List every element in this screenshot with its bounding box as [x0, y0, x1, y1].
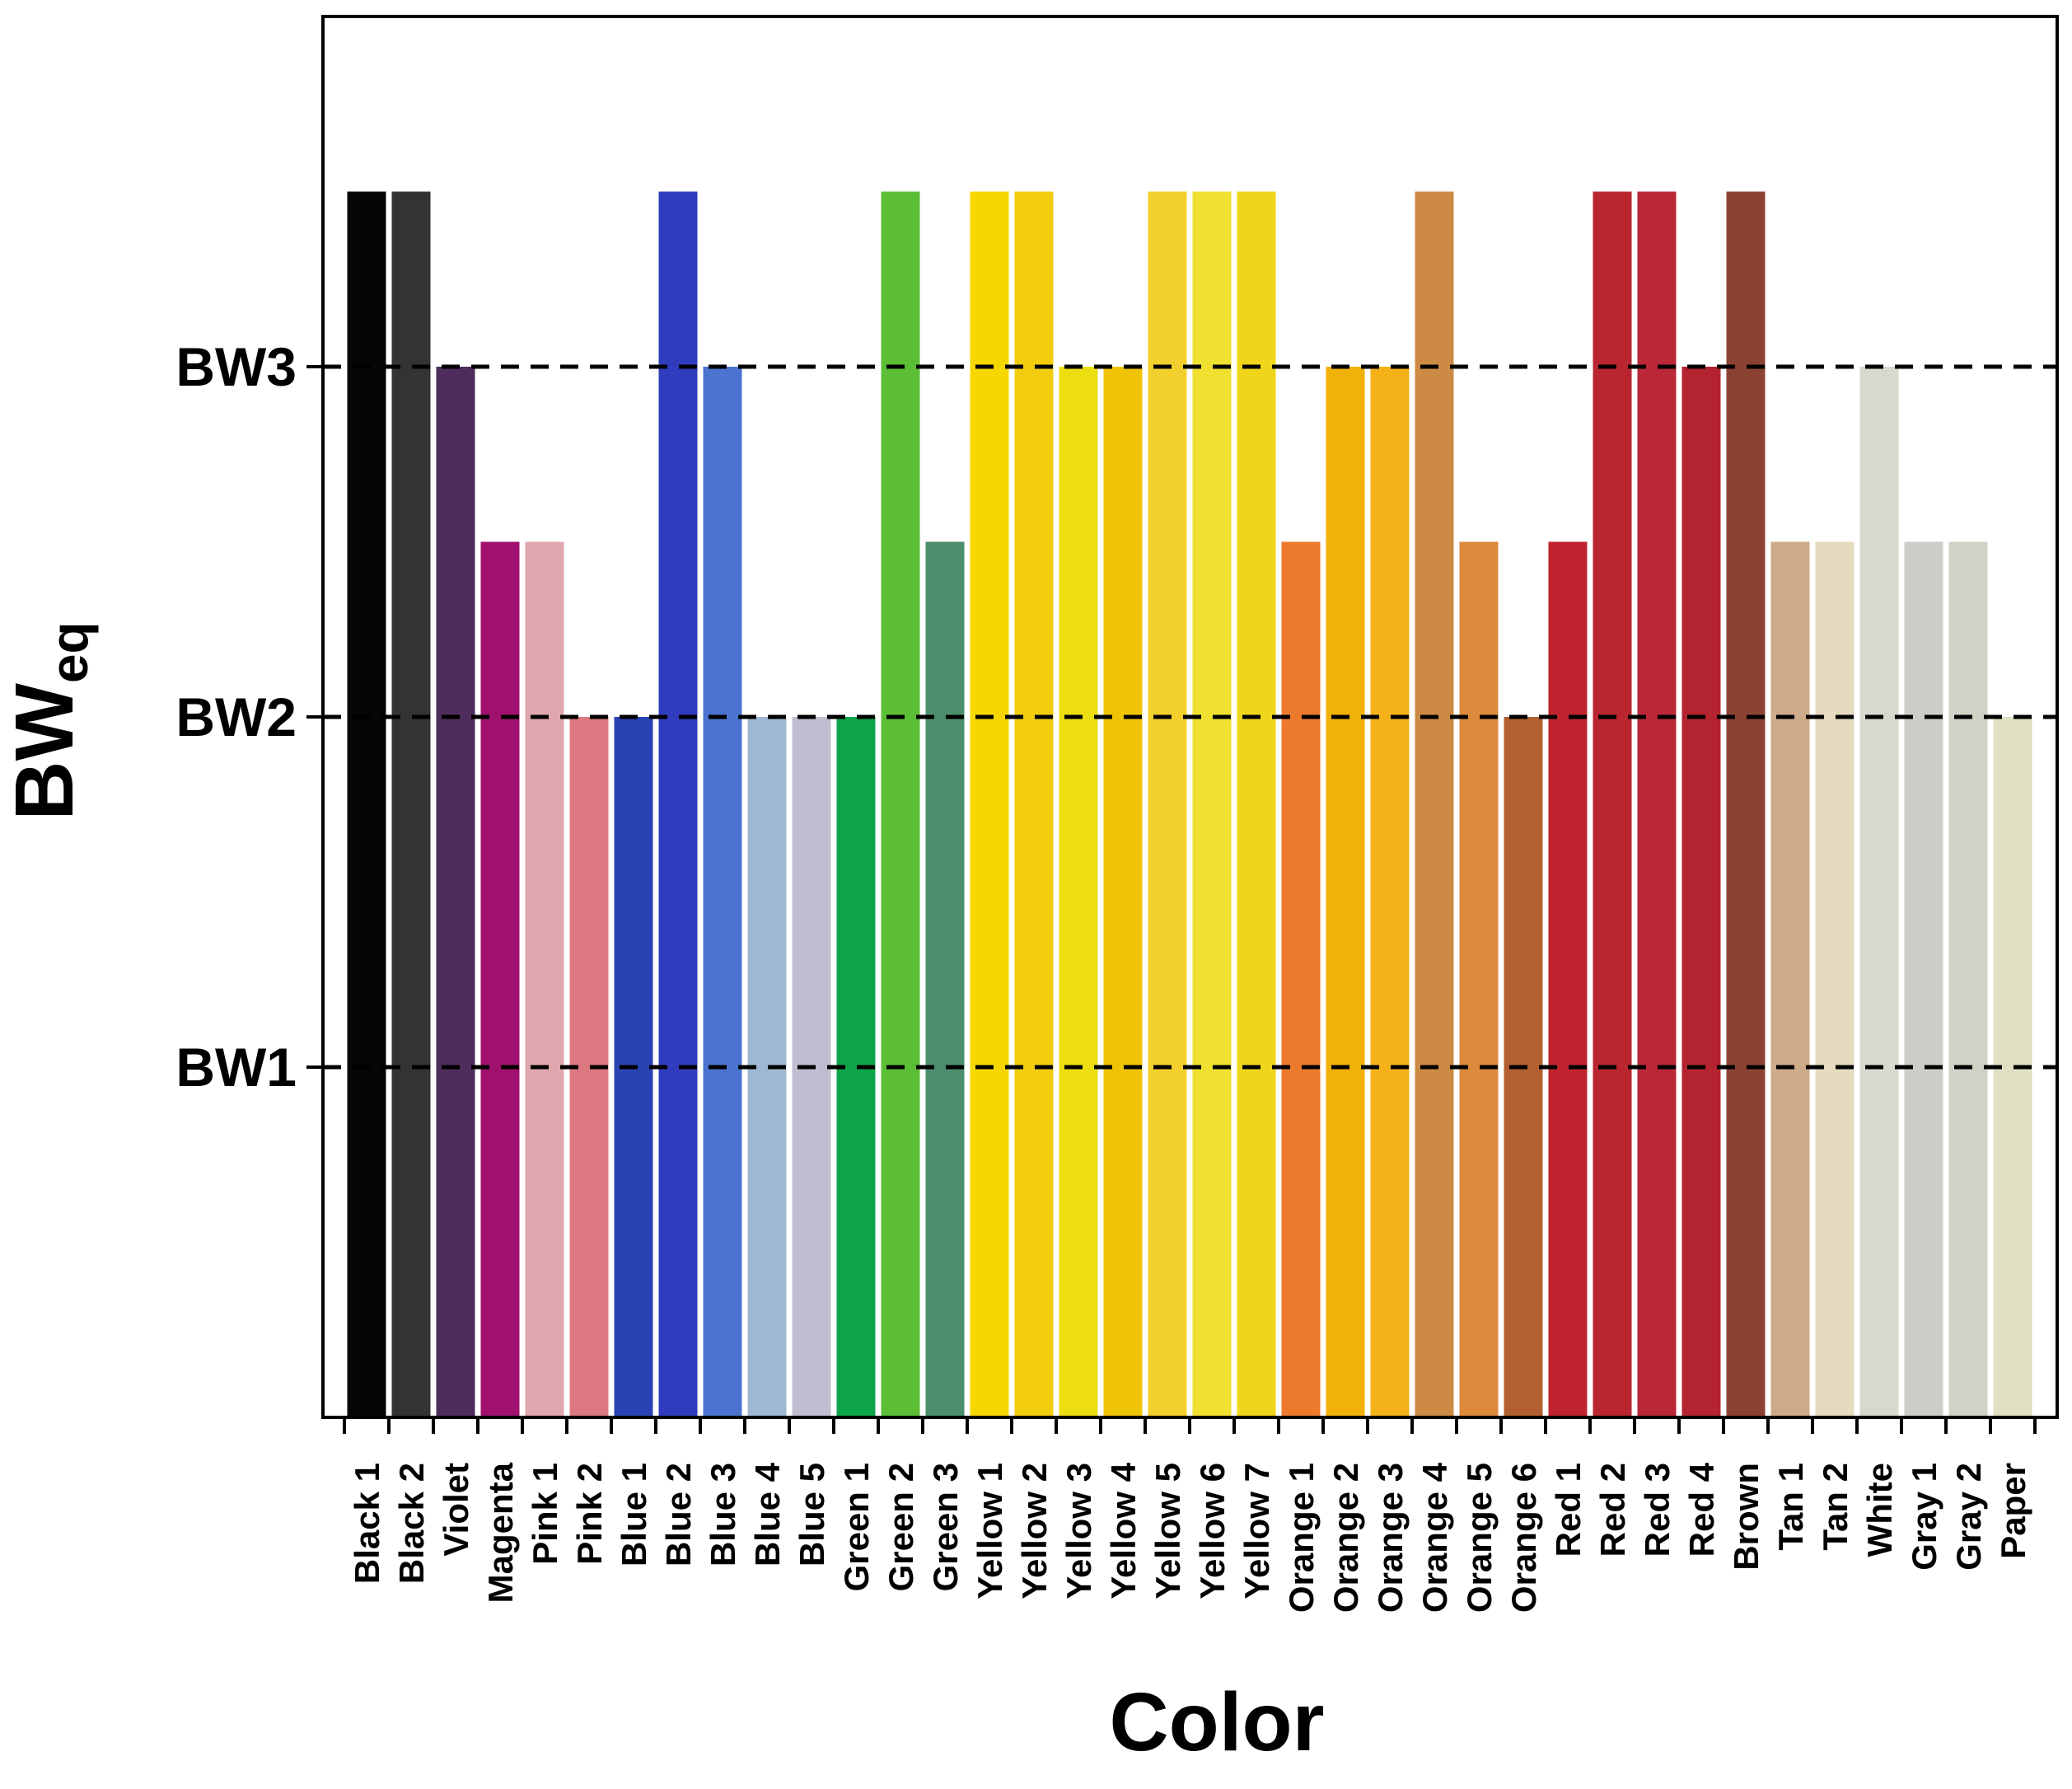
x-tick-label-magenta: Magenta — [481, 1462, 520, 1603]
x-tick-label-yellow-5: Yellow 5 — [1148, 1463, 1187, 1599]
bar-gray-2 — [1948, 541, 1988, 1417]
x-tick-label-blue-1: Blue 1 — [615, 1463, 653, 1567]
x-tick-label-black-1: Black 1 — [348, 1463, 386, 1584]
x-axis-title: Color — [1109, 1676, 1324, 1768]
x-tick-label-orange-5: Orange 5 — [1460, 1463, 1499, 1613]
x-tick-label-green-1: Green 1 — [837, 1463, 876, 1591]
bar-pink-1 — [525, 541, 564, 1417]
x-tick-label-tan-2: Tan 2 — [1816, 1463, 1855, 1551]
bar-orange-5 — [1459, 541, 1499, 1417]
y-axis-title-subscript: eq — [40, 621, 99, 683]
y-axis-title: BWeq — [0, 621, 99, 820]
y-tick-label-bw3: BW3 — [175, 336, 297, 397]
bar-yellow-2 — [1014, 191, 1054, 1417]
y-tick-label-bw1: BW1 — [175, 1037, 297, 1098]
x-tick-label-white: White — [1860, 1463, 1899, 1557]
x-tick-label-red-4: Red 4 — [1682, 1462, 1721, 1557]
x-tick-label-gray-2: Gray 2 — [1949, 1463, 1988, 1571]
bar-yellow-5 — [1148, 191, 1187, 1417]
x-tick-label-red-1: Red 1 — [1549, 1463, 1588, 1557]
bar-blue-3 — [703, 367, 742, 1417]
x-tick-label-orange-2: Orange 2 — [1326, 1463, 1365, 1613]
bar-red-2 — [1593, 191, 1632, 1417]
bar-yellow-3 — [1059, 367, 1098, 1417]
bar-red-3 — [1637, 191, 1677, 1417]
bar-black-1 — [347, 191, 386, 1417]
y-tick-labels: BW1 BW2 BW3 — [175, 336, 297, 1098]
x-tick-label-yellow-4: Yellow 4 — [1104, 1462, 1143, 1599]
bar-red-1 — [1548, 541, 1588, 1417]
x-tick-label-blue-2: Blue 2 — [659, 1463, 698, 1567]
x-tick-label-yellow-1: Yellow 1 — [971, 1463, 1009, 1599]
bar-violet — [436, 367, 475, 1417]
bar-green-2 — [881, 191, 920, 1417]
x-tick-label-pink-2: Pink 2 — [570, 1463, 609, 1565]
x-tick-label-green-3: Green 3 — [926, 1463, 965, 1591]
bar-gray-1 — [1904, 541, 1943, 1417]
y-tick-label-bw2: BW2 — [175, 686, 297, 747]
bar-yellow-1 — [970, 191, 1009, 1417]
x-tick-label-red-2: Red 2 — [1593, 1463, 1632, 1557]
x-tick-label-green-2: Green 2 — [882, 1463, 920, 1591]
x-tick-label-tan-1: Tan 1 — [1771, 1463, 1810, 1551]
y-axis-title-main: BW — [0, 682, 91, 820]
bar-orange-3 — [1370, 367, 1410, 1417]
x-tick-label-yellow-2: Yellow 2 — [1015, 1463, 1054, 1599]
bar-red-4 — [1681, 367, 1721, 1417]
bar-orange-2 — [1326, 367, 1365, 1417]
x-tick-label-brown: Brown — [1727, 1463, 1766, 1571]
reference-lines — [323, 364, 2057, 1070]
x-tick-label-red-3: Red 3 — [1638, 1463, 1677, 1557]
bar-white — [1859, 367, 1899, 1417]
bar-magenta — [480, 541, 520, 1417]
bar-yellow-6 — [1192, 191, 1232, 1417]
x-tick-label-blue-4: Blue 4 — [748, 1462, 787, 1567]
x-tick-label-blue-3: Blue 3 — [704, 1463, 742, 1567]
x-tick-label-black-2: Black 2 — [392, 1463, 431, 1584]
bar-blue-2 — [658, 191, 698, 1417]
x-tick-label-yellow-7: Yellow 7 — [1237, 1463, 1276, 1599]
x-tick-label-violet: Violet — [437, 1463, 475, 1557]
x-tick-label-orange-1: Orange 1 — [1282, 1463, 1321, 1613]
bar-tan-2 — [1815, 541, 1855, 1417]
x-tick-label-gray-1: Gray 1 — [1905, 1463, 1943, 1571]
axes — [306, 15, 2059, 1434]
x-tick-label-paper: Paper — [1994, 1463, 2032, 1559]
bars-layer — [347, 191, 2032, 1417]
bar-tan-1 — [1770, 541, 1810, 1417]
x-tick-label-orange-3: Orange 3 — [1371, 1463, 1410, 1613]
bar-green-3 — [925, 541, 965, 1417]
bar-orange-4 — [1415, 191, 1454, 1417]
bar-black-2 — [391, 191, 431, 1417]
x-tick-label-pink-1: Pink 1 — [526, 1463, 564, 1565]
x-tick-label-blue-5: Blue 5 — [793, 1463, 831, 1567]
bar-orange-1 — [1281, 541, 1321, 1417]
bar-yellow-4 — [1103, 367, 1143, 1417]
x-tick-label-yellow-6: Yellow 6 — [1193, 1463, 1232, 1599]
x-tick-label-orange-4: Orange 4 — [1415, 1462, 1454, 1613]
bar-brown — [1726, 191, 1766, 1417]
x-tick-label-orange-6: Orange 6 — [1504, 1463, 1543, 1613]
bar-yellow-7 — [1237, 191, 1276, 1417]
x-tick-label-yellow-3: Yellow 3 — [1059, 1463, 1098, 1599]
